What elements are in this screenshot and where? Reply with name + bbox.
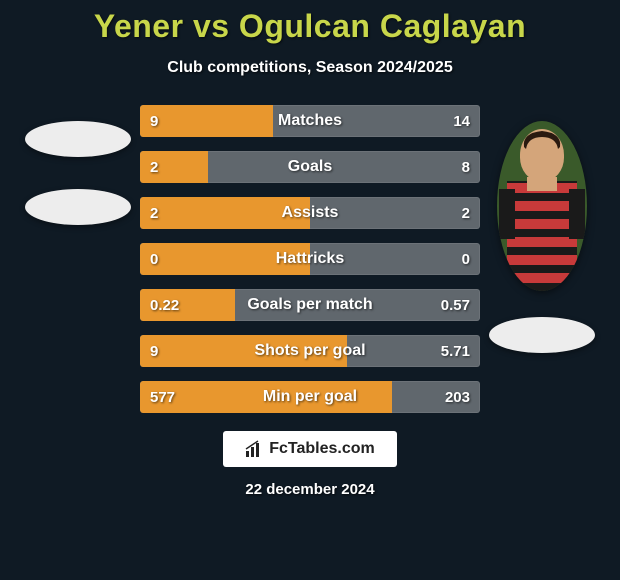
stat-label: Goals per match [140,289,480,321]
fctables-logo: FcTables.com [223,431,397,467]
stat-value-right: 14 [443,105,480,137]
content-row: 9Matches142Goals82Assists20Hattricks00.2… [4,105,616,413]
date-text: 22 december 2024 [245,481,374,498]
stat-row: 2Assists2 [140,197,480,229]
stat-value-right: 8 [452,151,480,183]
stat-row: 0Hattricks0 [140,243,480,275]
comparison-infographic: Yener vs Ogulcan Caglayan Club competiti… [0,0,620,580]
chart-icon [245,440,263,458]
stat-label: Hattricks [140,243,480,275]
subtitle: Club competitions, Season 2024/2025 [4,59,616,77]
page-title: Yener vs Ogulcan Caglayan [4,8,616,45]
stat-label: Min per goal [140,381,480,413]
stat-row: 577Min per goal203 [140,381,480,413]
stat-label: Shots per goal [140,335,480,367]
stats-bars: 9Matches142Goals82Assists20Hattricks00.2… [140,105,480,413]
stat-label: Assists [140,197,480,229]
stat-row: 2Goals8 [140,151,480,183]
left-player-avatar-placeholder-2 [25,189,131,225]
right-player-avatar [497,121,587,291]
stat-value-right: 5.71 [431,335,480,367]
stat-label: Goals [140,151,480,183]
logo-text: FcTables.com [269,440,375,458]
stat-row: 0.22Goals per match0.57 [140,289,480,321]
stat-label: Matches [140,105,480,137]
stat-value-right: 2 [452,197,480,229]
stat-row: 9Shots per goal5.71 [140,335,480,367]
footer: FcTables.com 22 december 2024 [4,431,616,498]
left-player-avatar-placeholder-1 [25,121,131,157]
stat-row: 9Matches14 [140,105,480,137]
right-player-avatar-placeholder [489,317,595,353]
stat-value-right: 0 [452,243,480,275]
player-head-icon [520,129,564,181]
stat-value-right: 203 [435,381,480,413]
right-player-column [488,105,596,353]
stat-value-right: 0.57 [431,289,480,321]
left-player-column [24,105,132,225]
